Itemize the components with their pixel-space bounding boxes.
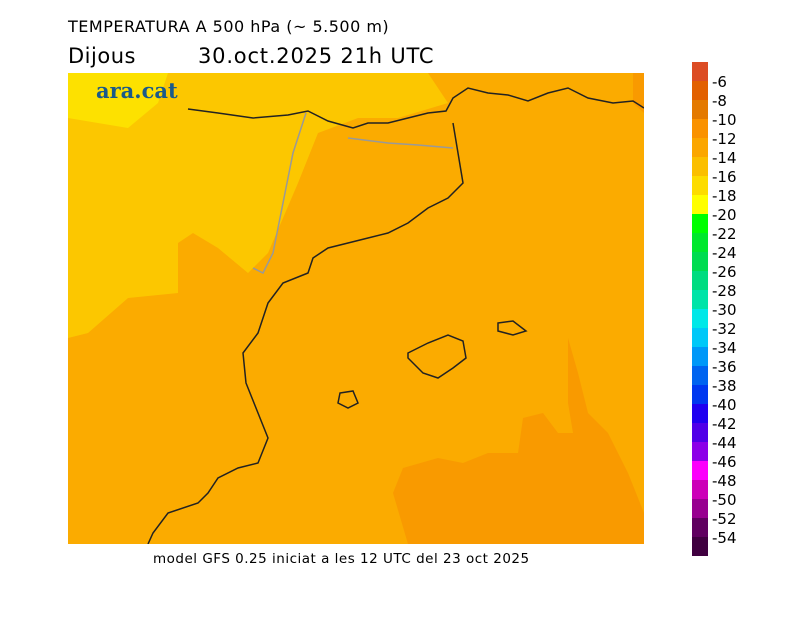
legend-label: -14 [712,149,737,167]
legend-swatch [692,537,708,556]
legend-swatch [692,195,708,214]
legend-label: -32 [712,320,737,338]
legend-swatch [692,347,708,366]
legend-label: -22 [712,225,737,243]
legend-swatch [692,518,708,537]
color-legend [692,62,708,556]
legend-label: -42 [712,415,737,433]
model-footer: model GFS 0.25 iniciat a les 12 UTC del … [153,551,530,567]
legend-label: -6 [712,73,727,91]
map-title: TEMPERATURA A 500 hPa (~ 5.500 m) [68,17,390,36]
legend-label: -52 [712,510,737,528]
temperature-map [68,73,644,544]
legend-swatch [692,119,708,138]
legend-label: -44 [712,434,737,452]
legend-label: -50 [712,491,737,509]
legend-swatch [692,81,708,100]
legend-swatch [692,404,708,423]
legend-label: -28 [712,282,737,300]
legend-label: -48 [712,472,737,490]
band-18-16 [68,73,168,128]
legend-label: -20 [712,206,737,224]
legend-label: -36 [712,358,737,376]
legend-swatch [692,328,708,347]
legend-label: -46 [712,453,737,471]
legend-label: -54 [712,529,737,547]
legend-swatch [692,461,708,480]
legend-label: -34 [712,339,737,357]
legend-label: -16 [712,168,737,186]
legend-swatch [692,252,708,271]
legend-swatch [692,423,708,442]
legend-swatch [692,62,708,81]
legend-swatch [692,290,708,309]
border-line [252,112,454,275]
legend-label: -18 [712,187,737,205]
legend-swatch [692,499,708,518]
legend-label: -26 [712,263,737,281]
legend-swatch [692,366,708,385]
legend-labels: -6 -8 -10 -12 -14 -16 -18 -20 -22 -24 -2… [712,73,772,548]
legend-swatch [692,100,708,119]
band-12-10-south [393,338,644,544]
legend-swatch [692,233,708,252]
ara-cat-logo: ara.cat [96,78,178,103]
band-16-14 [68,73,448,338]
legend-label: -38 [712,377,737,395]
legend-swatch [692,385,708,404]
legend-swatch [692,157,708,176]
forecast-date: 30.oct.2025 21h UTC [198,44,435,68]
legend-swatch [692,480,708,499]
legend-swatch [692,271,708,290]
legend-label: -8 [712,92,727,110]
forecast-day: Dijous [68,44,136,68]
legend-swatch [692,309,708,328]
legend-swatch [692,176,708,195]
legend-swatch [692,442,708,461]
coastline [147,87,644,544]
legend-label: -30 [712,301,737,319]
legend-label: -40 [712,396,737,414]
legend-label: -24 [712,244,737,262]
legend-swatch [692,214,708,233]
legend-label: -12 [712,130,737,148]
legend-label: -10 [712,111,737,129]
legend-swatch [692,138,708,157]
